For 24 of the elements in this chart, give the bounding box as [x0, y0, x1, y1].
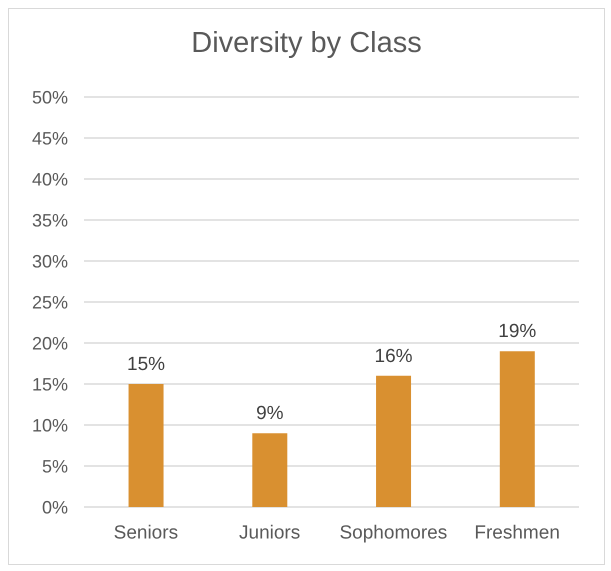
bar [252, 433, 288, 507]
y-tick-label: 50% [32, 87, 68, 108]
y-tick-label: 25% [32, 292, 68, 312]
y-tick-label: 35% [32, 210, 68, 230]
y-tick-label: 45% [32, 128, 68, 148]
y-tick-label: 40% [32, 169, 68, 190]
data-label: 9% [256, 403, 284, 424]
data-label: 15% [127, 354, 166, 375]
data-label: 16% [374, 346, 413, 367]
chart-title: Diversity by Class [190, 27, 423, 61]
data-label: 19% [498, 321, 536, 342]
x-tick-label: Juniors [239, 522, 300, 544]
bar [128, 384, 164, 507]
x-tick-label: Freshmen [474, 522, 560, 544]
y-tick-label: 5% [42, 456, 68, 476]
y-tick-label: 15% [32, 374, 68, 394]
y-tick-label: 20% [32, 333, 68, 354]
bar [376, 376, 412, 507]
x-tick-label: Seniors [114, 522, 178, 544]
y-tick-label: 0% [42, 497, 68, 518]
bar [500, 351, 535, 507]
y-tick-label: 10% [32, 415, 68, 436]
x-tick-label: Sophomores [340, 522, 448, 544]
y-tick-label: 30% [32, 251, 68, 272]
